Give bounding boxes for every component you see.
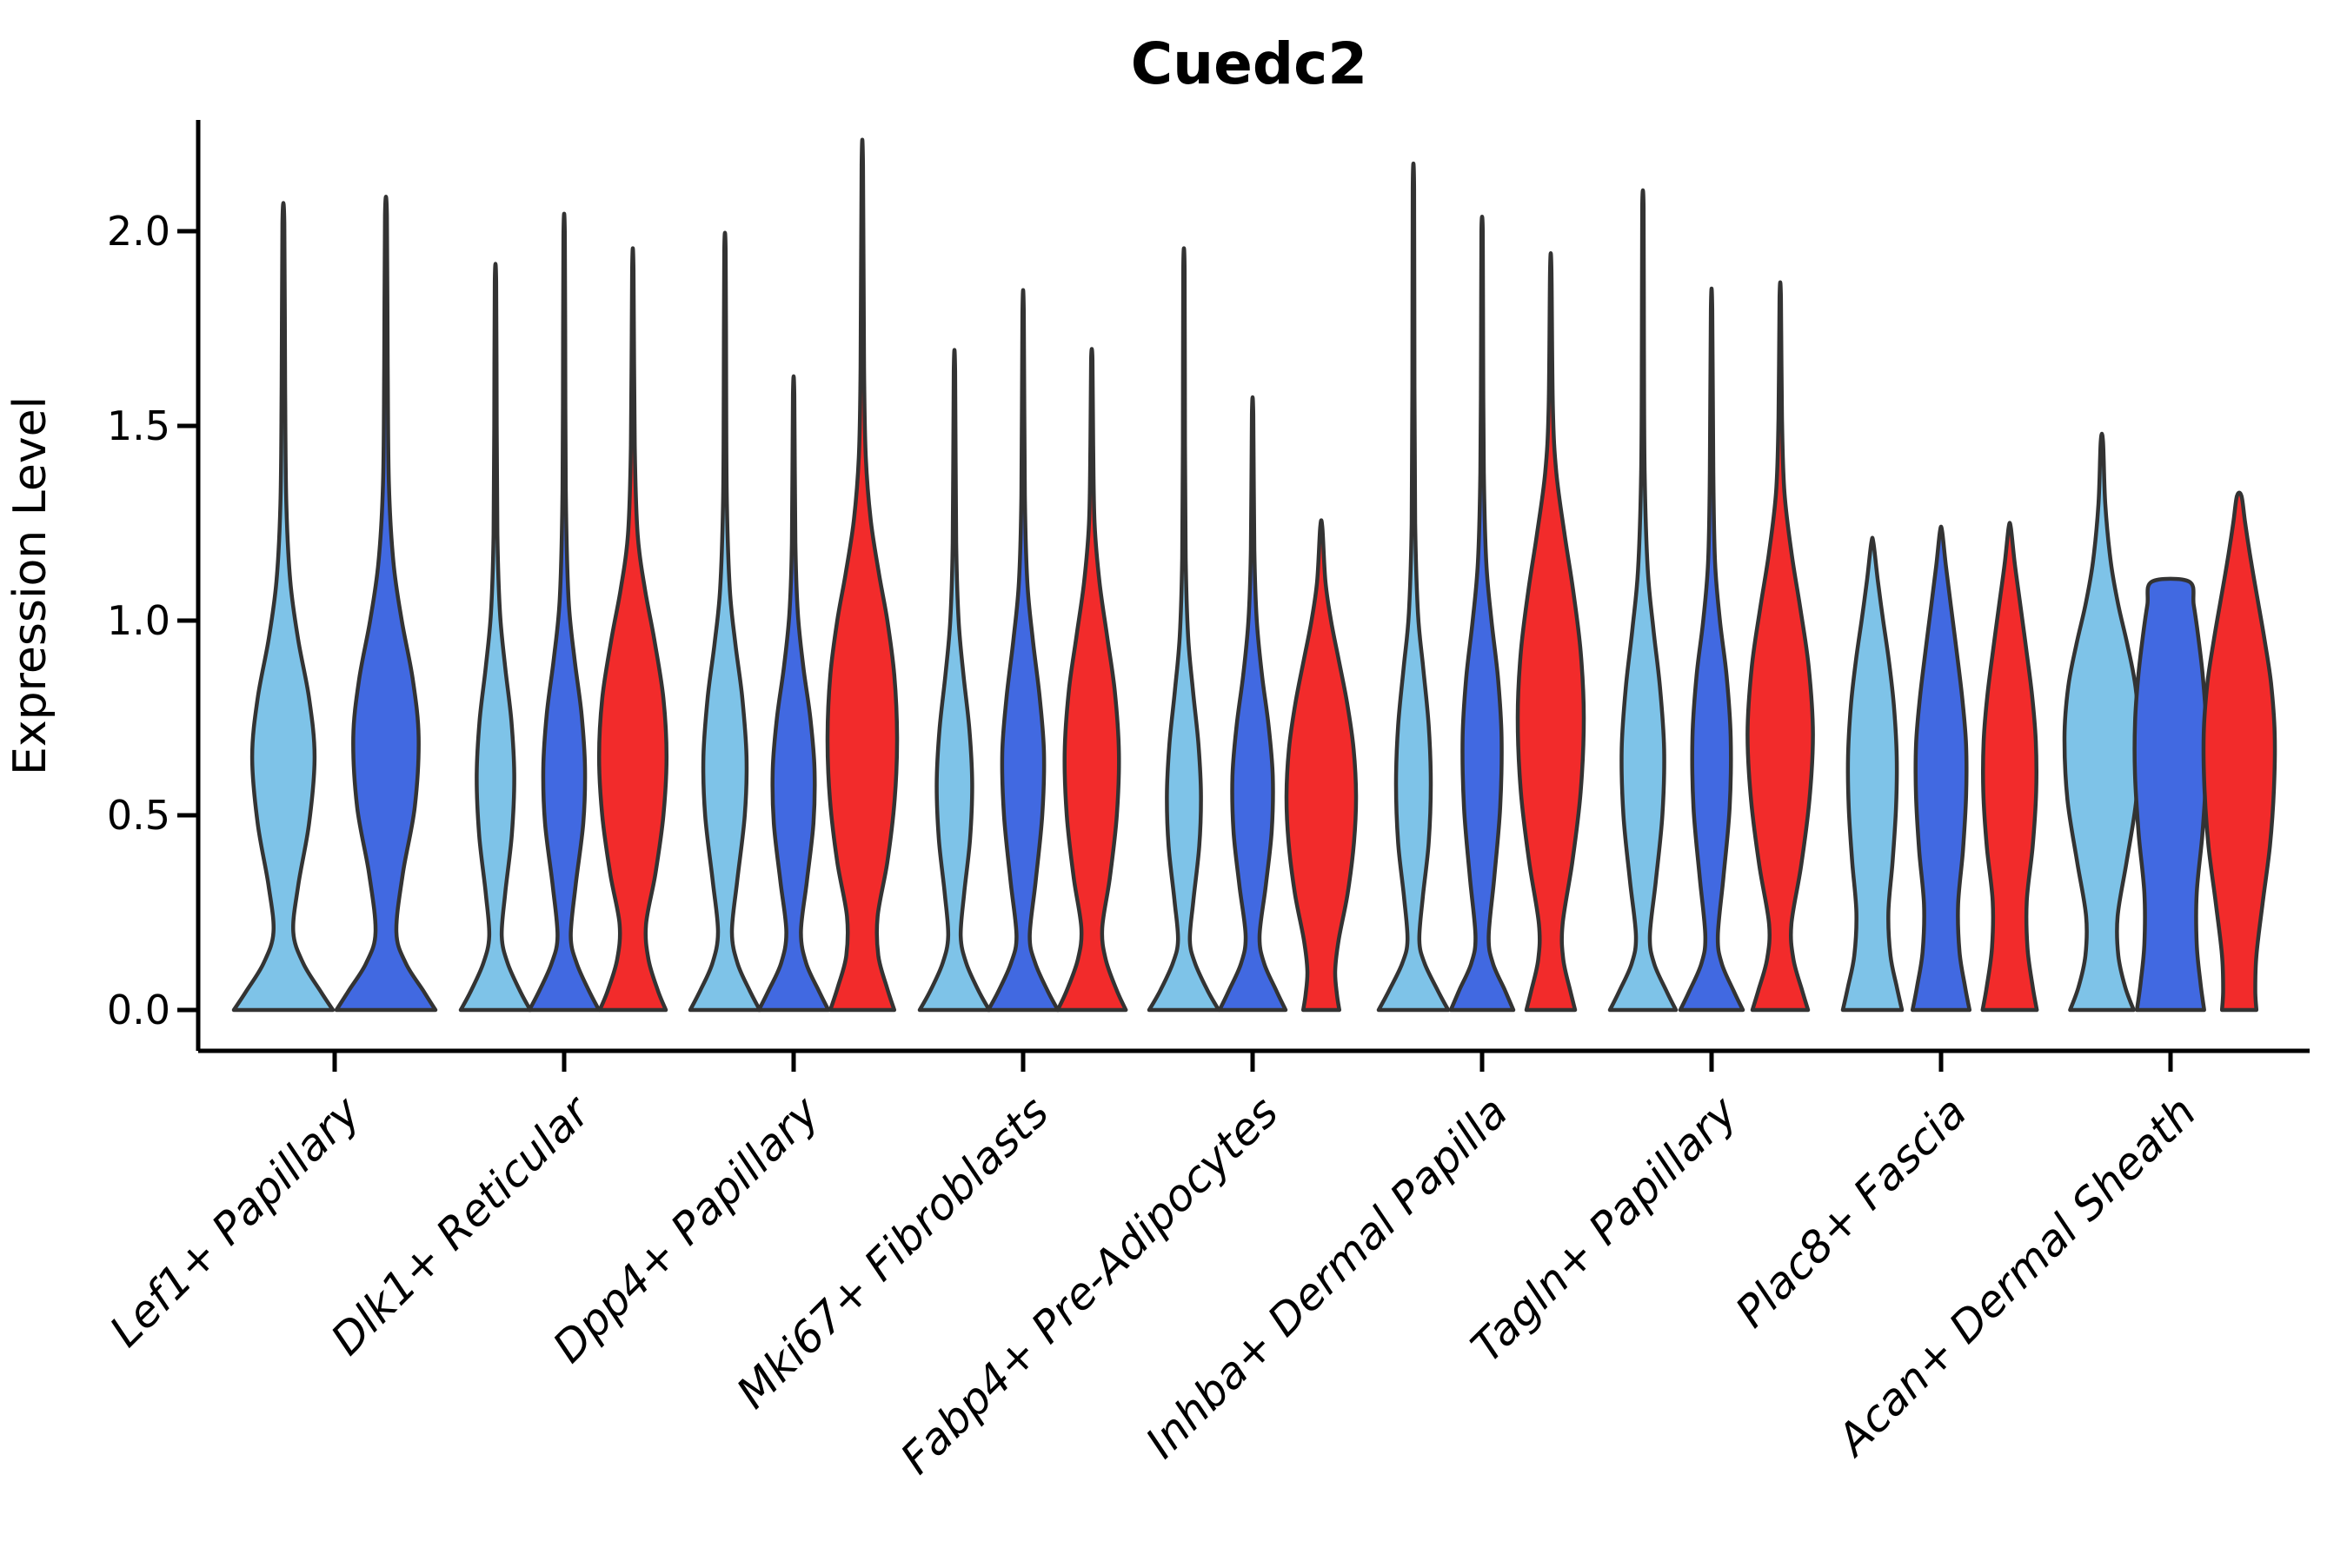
violin-6-2 — [1448, 214, 1516, 1013]
y-axis-title: Expression Level — [4, 396, 57, 775]
y-tick-label: 0.5 — [107, 792, 170, 839]
violin-3-1 — [688, 230, 762, 1013]
violin-6-1 — [1376, 162, 1451, 1013]
violin-1-1 — [231, 201, 336, 1013]
y-tick-label: 0.0 — [107, 987, 170, 1033]
violin-3-2 — [756, 374, 831, 1013]
violin-8-3 — [1980, 521, 2039, 1013]
y-tick-label: 2.0 — [107, 208, 170, 255]
x-tick-label: Inhba+ Dermal Papilla — [1136, 1086, 1517, 1467]
y-tick-layer: 0.0 0.5 1.0 1.5 2.0 — [107, 208, 198, 1033]
violin-2-2 — [527, 211, 602, 1013]
violin-7-1 — [1607, 188, 1679, 1013]
violin-8-1 — [1840, 535, 1905, 1013]
violin-2-3 — [596, 246, 669, 1013]
violin-6-3 — [1515, 250, 1586, 1013]
violin-5-2 — [1217, 395, 1288, 1013]
violin-5-1 — [1147, 246, 1221, 1013]
plot-title: Cuedc2 — [1131, 30, 1367, 97]
violin-4-1 — [917, 348, 992, 1013]
violin-9-2 — [2132, 576, 2209, 1013]
violin-7-3 — [1745, 280, 1815, 1013]
y-tick-label: 1.0 — [107, 597, 170, 644]
violin-1-2 — [334, 195, 438, 1013]
violin-3-3 — [825, 137, 900, 1013]
violin-9-3 — [2201, 490, 2277, 1013]
y-tick-label: 1.5 — [107, 402, 170, 449]
violins-layer — [231, 137, 2277, 1013]
x-tick-label: Plac8+ Fascia — [1726, 1086, 1977, 1337]
violin-9-1 — [2062, 431, 2142, 1013]
violin-4-3 — [1055, 347, 1128, 1013]
violin-2-1 — [458, 262, 533, 1013]
violin-7-2 — [1678, 286, 1745, 1013]
x-tick-label: Lef1+ Papillary — [100, 1086, 370, 1356]
violin-4-2 — [986, 288, 1060, 1013]
violin-5-3 — [1284, 518, 1359, 1013]
violin-8-2 — [1910, 524, 1972, 1013]
x-tick-label: Fabp4+ Pre-Adipocytes — [891, 1086, 1288, 1484]
